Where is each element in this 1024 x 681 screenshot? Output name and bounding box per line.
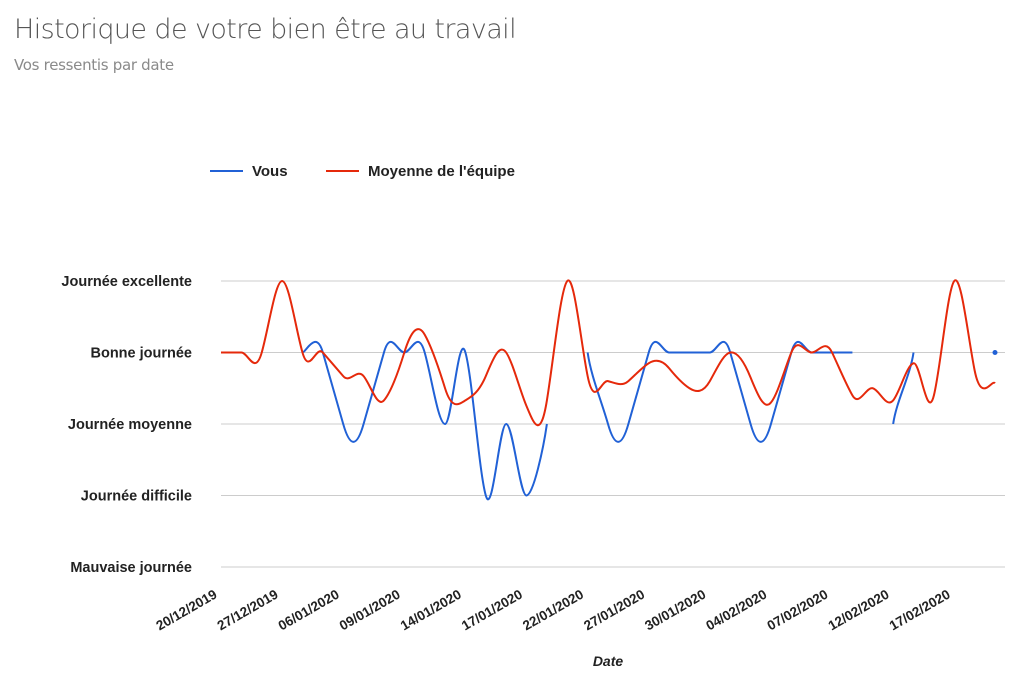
chart-title: Historique de votre bien être au travail (14, 14, 517, 45)
y-tick-label: Journée moyenne (68, 417, 192, 433)
series-line-team-average (221, 279, 996, 427)
x-tick-label: 30/01/2020 (642, 587, 708, 634)
y-tick-label: Bonne journée (90, 346, 192, 362)
x-tick-label: 17/02/2020 (887, 587, 953, 634)
x-tick-label: 09/01/2020 (337, 587, 403, 634)
y-tick-label: Journée excellente (61, 274, 192, 290)
y-tick-label: Mauvaise journée (70, 560, 192, 576)
y-tick-label: Journée difficile (81, 489, 192, 505)
x-tick-label: 17/01/2020 (459, 587, 525, 634)
x-tick-label: 06/01/2020 (276, 587, 342, 634)
x-tick-label: 20/12/2019 (153, 587, 219, 634)
legend-label: Moyenne de l'équipe (368, 163, 515, 180)
chart-subtitle: Vos ressentis par date (14, 56, 174, 74)
series-line-you (586, 341, 853, 443)
series-line-you (892, 352, 915, 425)
legend-label: Vous (252, 163, 288, 180)
x-tick-label: 07/02/2020 (765, 587, 831, 634)
x-tick-label: 22/01/2020 (520, 587, 586, 634)
x-tick-label: 27/01/2020 (581, 587, 647, 634)
data-point (992, 350, 998, 355)
x-tick-label: 14/01/2020 (398, 587, 464, 634)
x-tick-label: 27/12/2019 (215, 587, 281, 634)
series-line-you (301, 341, 548, 501)
x-tick-label: 04/02/2020 (703, 587, 769, 634)
x-tick-label: 12/02/2020 (826, 587, 892, 634)
x-axis-title: Date (593, 653, 624, 669)
